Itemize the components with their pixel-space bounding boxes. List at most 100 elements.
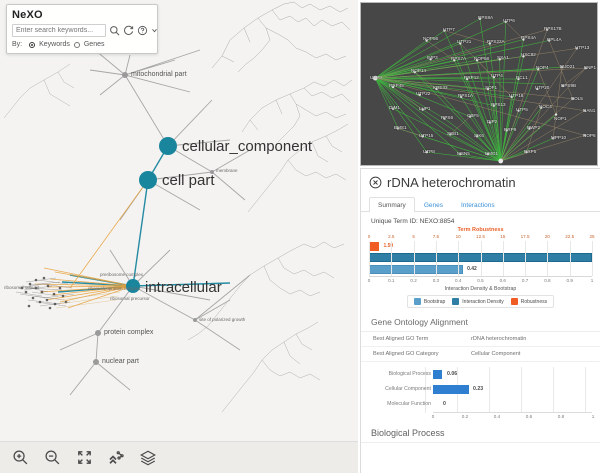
gene-node-label[interactable]: NOC4 (539, 104, 552, 109)
gene-node-label[interactable]: RPS13 (491, 102, 506, 107)
gene-node-label[interactable]: NAN1 (583, 108, 596, 113)
gene-node-label[interactable]: UTP20 (535, 85, 550, 90)
collapse-icon[interactable] (106, 448, 126, 468)
tree-node-protein-complex[interactable] (95, 330, 101, 336)
gene-node-label[interactable]: NOP4 (536, 65, 549, 70)
gene-node-label[interactable]: DIP2 (487, 119, 498, 124)
gene-node-label[interactable]: RPL4A (547, 37, 562, 42)
legend-item-robustness[interactable]: Robustness (510, 298, 547, 305)
gene-node-label[interactable]: SOF1 (485, 85, 497, 90)
legend-label-interaction-density: Interaction Density (462, 298, 504, 305)
network-canvas[interactable] (361, 3, 597, 165)
gene-node-label[interactable]: UTP8 (423, 149, 435, 154)
gene-node-label[interactable]: NOP1 (554, 116, 567, 121)
tab-summary[interactable]: Summary (369, 197, 415, 212)
gene-node-label[interactable]: UTP9 (370, 75, 382, 80)
gene-node-label[interactable]: HSC82 (521, 52, 536, 57)
gene-node-label[interactable]: MPP10 (551, 135, 567, 140)
gene-node-label[interactable]: SIK6 (474, 133, 484, 138)
gene-node-label[interactable]: RPS1A (458, 93, 474, 98)
tree-node-cellular-component[interactable] (159, 137, 177, 155)
gene-node-label[interactable]: UTP7 (443, 27, 455, 32)
term-detail-panel[interactable]: rDNA heterochromatin Summary Genes Inter… (360, 168, 600, 473)
gene-node-label[interactable]: RPS22A (487, 39, 505, 44)
detail-tabs[interactable]: Summary Genes Interactions (361, 196, 600, 212)
zoom-out-icon[interactable] (42, 448, 62, 468)
gene-node-label[interactable]: RRP12 (464, 75, 479, 80)
help-icon[interactable] (137, 25, 148, 37)
gene-node-label[interactable]: NOP6 (583, 133, 596, 138)
ontology-tree-panel[interactable]: cellular_component cell part intracellul… (0, 0, 358, 473)
gene-node-label[interactable]: PWP2 (527, 125, 541, 130)
tree-node-site-of-polarized-growth[interactable] (193, 318, 197, 322)
gene-node-label[interactable]: RPS9B (561, 83, 577, 88)
gene-node-label[interactable]: UTP5 (516, 107, 528, 112)
radio-keywords[interactable] (29, 41, 36, 48)
gene-node-label[interactable]: NOP58 (474, 56, 490, 61)
tab-genes[interactable]: Genes (423, 202, 443, 209)
gene-node-label[interactable]: UTP15 (419, 133, 434, 138)
gene-node-label[interactable]: BUD21 (560, 64, 575, 69)
gene-node-label[interactable]: RPS8A (478, 15, 494, 20)
tab-interactions[interactable]: Interactions (460, 202, 495, 209)
gene-node-label[interactable]: CBF5 (467, 113, 479, 118)
legend-item-interaction-density[interactable]: Interaction Density (452, 298, 504, 305)
close-icon[interactable] (369, 176, 382, 189)
gene-node-label[interactable]: SSA1 (497, 55, 509, 60)
gene-node-label[interactable]: BMS1 (394, 125, 407, 130)
radio-genes[interactable] (73, 41, 80, 48)
tree-canvas[interactable] (0, 0, 358, 473)
gene-node-label[interactable]: POL5 (571, 96, 583, 101)
gene-node-label[interactable]: NOP56 (423, 36, 439, 41)
gene-node-label[interactable]: UTP21 (457, 39, 472, 44)
gene-node-label[interactable]: UTP18 (509, 93, 524, 98)
tree-node-label-nuclear-part: nuclear part (102, 358, 139, 365)
axis-title-interaction-density-bootstrap: Interaction Density & Bootstrap (444, 286, 517, 292)
gene-node-label[interactable]: UTP22 (416, 91, 431, 96)
reset-icon[interactable] (123, 25, 134, 37)
chevron-down-icon[interactable] (151, 25, 158, 37)
zoom-in-icon[interactable] (10, 448, 30, 468)
gene-node-label[interactable]: UTP4 (491, 73, 503, 78)
search-by-row[interactable]: By: Keywords Genes (12, 41, 152, 48)
legend-swatch-bootstrap (413, 298, 421, 305)
gene-node-label[interactable]: EMG1 (485, 151, 499, 156)
go-bar-biological-process[interactable] (433, 370, 442, 379)
gene-node-label[interactable]: SSB1 (447, 131, 459, 136)
gene-node-label[interactable]: RCL1 (516, 75, 528, 80)
gene-node-label[interactable]: RPS7A (451, 56, 467, 61)
bar-bootstrap[interactable] (369, 265, 463, 274)
gene-node-label[interactable]: MSN5 (457, 151, 470, 156)
tree-node-cell-part[interactable] (139, 171, 157, 189)
gene-node-label[interactable]: RRP5 (524, 149, 537, 154)
gene-node-label[interactable]: DIM1 (389, 105, 400, 110)
gene-node-label[interactable]: RRP9 (504, 127, 517, 132)
go-bar-cellular-component[interactable] (433, 385, 469, 394)
gene-node-label[interactable]: NOP14 (411, 68, 427, 73)
gene-node-label[interactable]: UTP13 (575, 45, 590, 50)
gene-interaction-network[interactable]: UTP9 UTP7 RPS8A UTP6 RPS17B NOP56 UTP21 RPS22A R… (360, 2, 598, 166)
tree-node-membrane[interactable] (210, 170, 214, 174)
layers-icon[interactable] (138, 448, 158, 468)
gene-node-label[interactable]: ENP1 (584, 65, 597, 70)
gene-node-label[interactable]: RPS17B (544, 26, 562, 31)
search-row[interactable] (12, 24, 157, 37)
fit-screen-icon[interactable] (74, 448, 94, 468)
search-icon[interactable] (109, 25, 120, 37)
gene-node-label[interactable]: RPS6 (441, 115, 454, 120)
gene-node-label[interactable]: KRE33 (433, 85, 448, 90)
gene-node-label[interactable]: RRP45 (389, 83, 404, 88)
gene-node-label[interactable]: RPS4A (521, 35, 537, 40)
legend-item-bootstrap[interactable]: Bootstrap (413, 298, 445, 305)
gene-node-label[interactable]: LHP1 (419, 106, 431, 111)
gene-node-label[interactable]: IMP3 (427, 55, 438, 60)
tree-node-mitochondrial-part[interactable] (122, 72, 128, 78)
tree-node-nuclear-part[interactable] (93, 359, 99, 365)
tree-toolbar[interactable] (0, 441, 358, 473)
bar-robustness[interactable] (369, 242, 379, 251)
search-input[interactable] (12, 24, 106, 37)
tree-node-intracellular[interactable] (126, 279, 140, 293)
gene-node-label[interactable]: UTP6 (503, 18, 515, 23)
search-panel[interactable]: NeXO (6, 4, 158, 54)
